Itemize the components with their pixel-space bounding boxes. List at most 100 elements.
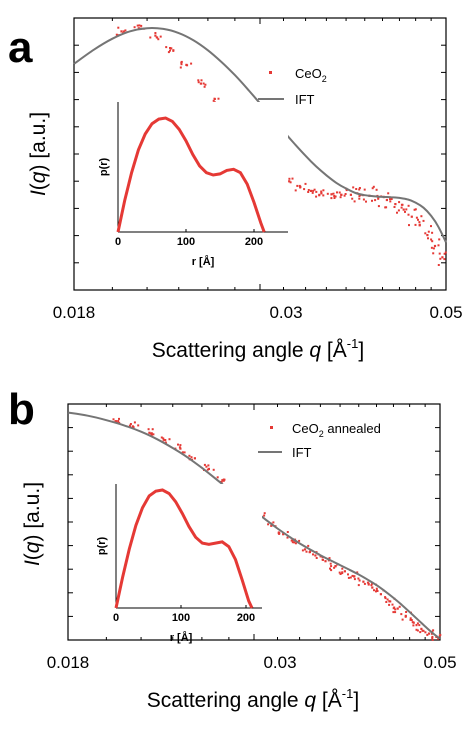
data-point: [293, 541, 296, 544]
data-point-scatter: [439, 257, 442, 260]
data-point-scatter: [412, 624, 415, 627]
data-point: [154, 34, 157, 37]
data-point-scatter: [438, 252, 441, 255]
data-point-scatter: [181, 451, 184, 454]
data-point-scatter: [418, 624, 421, 627]
data-point-scatter: [437, 637, 440, 640]
data-point-scatter: [330, 565, 333, 568]
data-point-scatter: [392, 611, 395, 614]
inset-pr-curve-b: [114, 488, 254, 609]
x-tick-label: 0.018: [53, 303, 96, 322]
data-point-scatter: [133, 421, 136, 424]
data-point-scatter: [305, 550, 308, 553]
data-point-scatter: [393, 206, 396, 208]
data-point-scatter: [408, 224, 410, 227]
data-point-scatter: [328, 557, 331, 560]
data-point-scatter: [307, 191, 310, 193]
data-point-scatter: [333, 195, 336, 197]
data-point-scatter: [353, 575, 356, 578]
data-point-scatter: [396, 211, 398, 214]
data-point-scatter: [384, 596, 387, 599]
data-point-scatter: [288, 177, 291, 180]
data-point-scatter: [197, 79, 200, 82]
data-point-scatter: [115, 33, 118, 36]
data-point-scatter: [363, 582, 366, 585]
data-point-scatter: [411, 621, 414, 624]
data-point-scatter: [164, 441, 167, 444]
data-point-scatter: [263, 514, 266, 517]
ift-fit-line-b: [67, 411, 441, 640]
data-point-scatter: [355, 188, 358, 190]
data-point-scatter: [394, 203, 397, 205]
data-point-scatter: [206, 468, 209, 471]
inset-x-tick-label: 0: [115, 236, 121, 248]
data-point-scatter: [371, 582, 374, 585]
data-point-scatter: [437, 264, 440, 266]
data-point-scatter: [128, 424, 131, 427]
data-point-scatter: [339, 196, 342, 199]
data-point-scatter: [115, 420, 117, 423]
data-point-scatter: [205, 465, 208, 468]
data-point-scatter: [430, 632, 433, 635]
data-point-scatter: [349, 576, 352, 579]
panel-letter-b: b: [8, 385, 35, 434]
data-point-scatter: [438, 238, 441, 241]
data-point-scatter: [444, 251, 447, 254]
data-point-scatter: [291, 541, 294, 544]
data-point-scatter: [333, 566, 336, 569]
data-point-scatter: [202, 82, 205, 85]
data-point-scatter: [183, 451, 186, 454]
data-point-scatter: [432, 629, 435, 632]
data-point-scatter: [263, 512, 266, 515]
inset-a: 0 100 200 r [Å] p(r): [98, 102, 288, 268]
data-point-scatter: [168, 438, 171, 441]
data-point-scatter: [417, 218, 419, 221]
data-point-scatter: [286, 531, 289, 533]
x-tick-label: 0.05: [429, 303, 462, 322]
data-point-scatter: [155, 36, 158, 39]
data-point-scatter: [358, 187, 361, 189]
legend-marker-ceo2-annealed: [270, 426, 273, 429]
data-point-scatter: [341, 567, 344, 570]
data-point-scatter: [392, 607, 395, 610]
data-point-scatter: [149, 36, 152, 39]
data-point-scatter: [353, 578, 356, 581]
data-point-scatter: [172, 49, 175, 52]
inset-b: 0 100 200 r [Å] p(r): [96, 484, 262, 644]
data-point-scatter: [339, 573, 342, 575]
data-point: [193, 457, 196, 460]
data-point-scatter: [312, 553, 314, 556]
data-point-scatter: [424, 631, 427, 634]
data-point: [314, 554, 317, 557]
data-point-scatter: [418, 221, 421, 224]
x-tick-label: 0.018: [47, 653, 90, 672]
x-tick-label: 0.03: [269, 303, 302, 322]
data-point: [199, 82, 202, 85]
data-point-scatter: [386, 598, 389, 601]
data-point: [288, 180, 291, 183]
data-point-scatter: [430, 246, 433, 249]
data-point-scatter: [377, 205, 380, 208]
data-point-scatter: [122, 30, 125, 33]
inset-x-tick-label: 200: [237, 612, 255, 624]
data-point-scatter: [388, 603, 391, 606]
data-point-scatter: [272, 521, 275, 524]
data-point-scatter: [213, 97, 216, 100]
data-point-scatter: [427, 237, 429, 240]
data-point-scatter: [200, 79, 203, 82]
data-point-scatter: [133, 26, 136, 29]
data-point-scatter: [304, 182, 307, 185]
data-point-scatter: [394, 611, 397, 614]
data-point: [343, 570, 346, 573]
data-point-scatter: [270, 524, 273, 527]
data-point-scatter: [347, 573, 349, 576]
data-point: [402, 208, 405, 211]
data-point-scatter: [179, 66, 182, 69]
data-point-scatter: [404, 615, 407, 618]
data-point-scatter: [294, 542, 297, 545]
data-point-scatter: [136, 24, 139, 27]
data-point-scatter: [334, 565, 337, 568]
data-point-scatter: [267, 523, 270, 526]
data-point-scatter: [132, 426, 135, 429]
legend-a: CeO2 IFT: [258, 66, 327, 107]
